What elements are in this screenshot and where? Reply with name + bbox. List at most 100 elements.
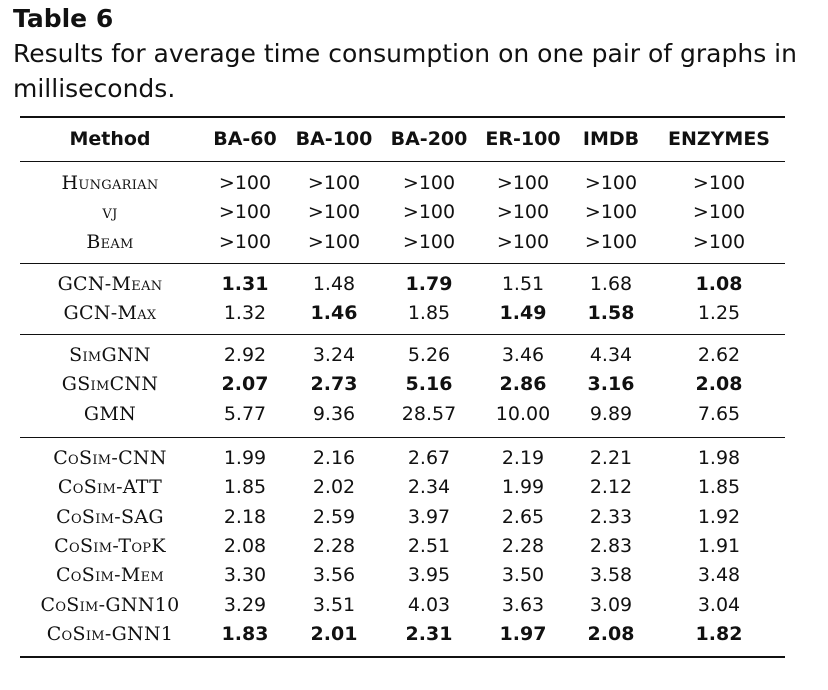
time-value: 3.09 [589, 593, 633, 616]
method-name: SimGNN [69, 344, 151, 366]
method-name: vj [102, 201, 118, 224]
time-value: >100 [218, 201, 272, 224]
time-value: 5.77 [223, 402, 267, 425]
time-value: 5.26 [407, 344, 451, 366]
time-value: 1.32 [223, 302, 267, 325]
table-row: CoSim-GNN10 3.29 3.51 4.03 3.63 3.09 3.04 [20, 591, 785, 620]
header-method: Method [69, 128, 151, 150]
header-dataset: BA-60 [213, 128, 277, 150]
time-value: 1.51 [501, 273, 545, 295]
table-row: CoSim-CNN 1.99 2.16 2.67 2.19 2.21 1.98 [20, 444, 785, 473]
time-value: 28.57 [401, 402, 457, 425]
time-value: 3.04 [697, 593, 741, 616]
group-rule [20, 263, 785, 264]
table-row: GMN 5.77 9.36 28.57 10.00 9.89 7.65 [20, 400, 785, 429]
header-dataset: ER-100 [485, 128, 561, 150]
table-row: GCN-Max 1.32 1.46 1.85 1.49 1.58 1.25 [20, 299, 785, 328]
time-value: 7.65 [697, 402, 741, 425]
time-value: 2.21 [589, 447, 633, 469]
time-value: 2.92 [223, 344, 267, 366]
time-value: 1.31 [221, 273, 269, 295]
time-value: >100 [496, 201, 550, 224]
time-value: 2.19 [501, 447, 545, 469]
time-value: 2.12 [589, 476, 633, 499]
time-value: 3.56 [312, 564, 356, 587]
table-label: Table 6 [13, 4, 114, 33]
time-value: 2.73 [310, 373, 358, 396]
method-name: CoSim-ATT [57, 476, 163, 499]
table-row: vj >100 >100 >100 >100 >100 >100 [20, 198, 785, 227]
header-dataset: IMDB [582, 128, 640, 150]
time-value: 1.49 [499, 302, 547, 325]
header-dataset: BA-100 [295, 128, 373, 150]
table-row: SimGNN 2.92 3.24 5.26 3.46 4.34 2.62 [20, 341, 785, 370]
table-row: CoSim-GNN1 1.83 2.01 2.31 1.97 2.08 1.82 [20, 620, 785, 649]
caption-text-line1: Results for average time consumption on … [13, 39, 797, 68]
time-value: 1.85 [407, 302, 451, 325]
time-value: 1.58 [587, 302, 635, 325]
table-row: GSimCNN 2.07 2.73 5.16 2.86 3.16 2.08 [20, 370, 785, 399]
table-row: GCN-Mean 1.31 1.48 1.79 1.51 1.68 1.08 [20, 270, 785, 299]
time-value: >100 [692, 172, 746, 194]
time-value: 4.34 [589, 344, 633, 366]
time-value: 3.97 [407, 505, 451, 528]
time-value: >100 [584, 201, 638, 224]
time-value: 1.99 [223, 447, 267, 469]
group-rule [20, 437, 785, 438]
time-value: 2.83 [589, 534, 633, 557]
time-value: 2.08 [223, 534, 267, 557]
time-value: 1.85 [697, 476, 741, 499]
method-name: CoSim-CNN [53, 447, 167, 469]
time-value: 3.30 [223, 564, 267, 587]
time-value: 1.48 [312, 273, 356, 295]
time-value: 1.82 [695, 622, 743, 645]
time-value: 10.00 [495, 402, 551, 425]
time-value: 3.29 [223, 593, 267, 616]
method-name: Beam [86, 230, 134, 253]
time-value: 4.03 [407, 593, 451, 616]
time-value: 2.34 [407, 476, 451, 499]
time-value: 2.51 [407, 534, 451, 557]
time-value: 2.16 [312, 447, 356, 469]
time-value: 2.33 [589, 505, 633, 528]
time-value: >100 [692, 201, 746, 224]
time-value: 2.02 [312, 476, 356, 499]
time-value: >100 [307, 230, 361, 253]
time-value: >100 [584, 230, 638, 253]
time-value: 1.68 [589, 273, 633, 295]
time-value: 1.08 [695, 273, 743, 295]
table-top-rule [20, 116, 785, 118]
time-value: 1.25 [697, 302, 741, 325]
time-value: 3.95 [407, 564, 451, 587]
method-name: Hungarian [61, 172, 159, 194]
method-name: CoSim-SAG [56, 505, 164, 528]
method-name: CoSim-GNN1 [46, 622, 174, 645]
table-row: CoSim-SAG 2.18 2.59 3.97 2.65 2.33 1.92 [20, 503, 785, 532]
table-row: Beam >100 >100 >100 >100 >100 >100 [20, 228, 785, 257]
time-value: 2.31 [405, 622, 453, 645]
time-value: 3.51 [312, 593, 356, 616]
time-value: >100 [692, 230, 746, 253]
method-name: CoSim-TopK [54, 534, 166, 557]
time-value: >100 [496, 230, 550, 253]
time-value: 2.01 [310, 622, 358, 645]
time-value: 1.79 [405, 273, 453, 295]
time-value: >100 [218, 230, 272, 253]
time-value: 2.18 [223, 505, 267, 528]
time-value: 1.83 [221, 622, 269, 645]
caption-text-line2: milliseconds. [13, 74, 176, 103]
method-name: CoSim-Mem [55, 564, 165, 587]
time-value: 2.67 [407, 447, 451, 469]
method-name: GMN [83, 402, 137, 425]
time-value: 3.48 [697, 564, 741, 587]
time-value: 3.24 [312, 344, 356, 366]
time-value: 1.91 [697, 534, 741, 557]
table-row: CoSim-Mem 3.30 3.56 3.95 3.50 3.58 3.48 [20, 561, 785, 590]
time-value: >100 [307, 172, 361, 194]
time-value: 9.36 [312, 402, 356, 425]
method-name: GCN-Max [63, 302, 157, 325]
table-header-row: Method BA-60 BA-100 BA-200 ER-100 IMDB ENZYMES [20, 125, 785, 154]
time-value: 2.65 [501, 505, 545, 528]
method-name: CoSim-GNN10 [40, 593, 180, 616]
time-value: 9.89 [589, 402, 633, 425]
